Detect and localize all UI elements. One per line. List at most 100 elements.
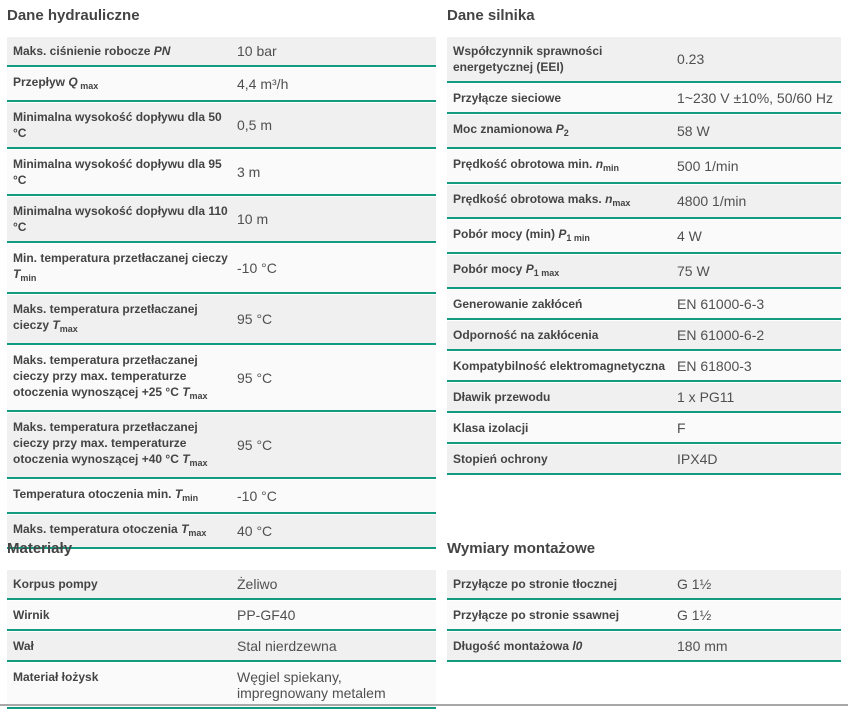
row-label: Przyłącze po stronie ssawnej: [447, 601, 669, 629]
row-label: Dławik przewodu: [447, 383, 669, 411]
label-text: Maks. temperatura otoczenia: [13, 522, 182, 536]
section-mounting-dimensions: Wymiary montażowe Przyłącze po stronie tł…: [447, 539, 841, 663]
label-text: Maks. temperatura przetłaczanej cieczy: [13, 302, 198, 332]
label-text: Maks. ciśnienie robocze: [13, 44, 154, 58]
row-value: 0,5 m: [237, 117, 273, 133]
label-symbol: n: [595, 157, 604, 171]
section-title: Dane silnika: [447, 7, 535, 24]
row-label: Moc znamionowa P2: [447, 115, 669, 147]
table-row: Przepływ Q max 4,4 m³/h: [7, 68, 436, 102]
section-title: Wymiary montażowe: [447, 540, 596, 557]
row-label: Materiał łożysk: [7, 663, 229, 707]
row-value: 500 1/min: [677, 158, 739, 174]
row-label: Wirnik: [7, 601, 229, 629]
table-row: Temperatura otoczenia min. Tmin -10 °C: [7, 480, 436, 514]
table-row: Generowanie zakłóceń EN 61000-6-3: [447, 290, 841, 320]
row-label: Min. temperatura przetłaczanej cieczy Tm…: [7, 244, 229, 292]
section-motor-data: Dane silnika Współczynnik sprawności ener…: [447, 6, 841, 476]
row-value: 180 mm: [677, 638, 728, 654]
table-row: Minimalna wysokość dopływu dla 95 °C 3 m: [7, 150, 436, 196]
table-row: Maks. temperatura przetłaczanej cieczy T…: [7, 295, 436, 345]
row-value: EN 61000-6-2: [677, 327, 765, 343]
table-row: Stopień ochrony IPX4D: [447, 445, 841, 475]
row-value: 0.23: [677, 51, 705, 67]
row-label: Stopień ochrony: [447, 445, 669, 473]
row-value: 4 W: [677, 228, 702, 244]
table-row: Przyłącze sieciowe 1~230 V ±10%, 50/60 Hz: [447, 84, 841, 114]
label-text: Dławik przewodu: [453, 390, 551, 404]
label-symbol: l0: [572, 639, 583, 653]
row-label: Kompatybilność elektromagnetyczna: [447, 352, 669, 380]
table-row: Moc znamionowa P2 58 W: [447, 115, 841, 149]
row-value: 1 x PG11: [677, 389, 735, 405]
label-text: Temperatura otoczenia min.: [13, 487, 175, 501]
table-row: Kompatybilność elektromagnetyczna EN 6180…: [447, 352, 841, 382]
row-label: Przyłącze sieciowe: [447, 84, 669, 112]
label-symbol: T: [174, 487, 183, 501]
row-label: Klasa izolacji: [447, 414, 669, 442]
table-row: Minimalna wysokość dopływu dla 110 °C 10 …: [7, 197, 436, 243]
table-row: Prędkość obrotowa min. nmin 500 1/min: [447, 150, 841, 184]
label-symbol: PN: [153, 44, 171, 58]
label-text: Wirnik: [13, 608, 50, 622]
label-text: Przepływ: [13, 75, 69, 89]
label-subscript: max: [189, 458, 208, 468]
label-text: Przyłącze po stronie ssawnej: [453, 608, 620, 622]
row-value: PP-GF40: [237, 607, 296, 623]
table-row: Prędkość obrotowa maks. nmax 4800 1/min: [447, 185, 841, 219]
label-symbol: T: [182, 452, 190, 466]
label-text: Minimalna wysokość dopływu dla 50 °C: [13, 110, 222, 140]
label-symbol: T: [181, 522, 189, 536]
table-row: Pobór mocy P1 max 75 W: [447, 255, 841, 289]
divider: [0, 704, 848, 706]
section-materials: Materiały Korpus pompy Żeliwo Wirnik PP-GF40…: [7, 539, 436, 710]
section-title: Materiały: [7, 540, 73, 557]
label-subscript: max: [612, 198, 631, 208]
label-text: Maks. temperatura przetłaczanej cieczy p…: [13, 353, 198, 399]
label-subscript: 2: [563, 128, 569, 138]
label-text: Kompatybilność elektromagnetyczna: [453, 359, 666, 373]
row-label: Minimalna wysokość dopływu dla 95 °C: [7, 150, 229, 194]
row-value: 95 °C: [237, 370, 273, 386]
row-label: Współczynnik sprawności energetycznej (E…: [447, 37, 669, 81]
label-text: Przyłącze po stronie tłocznej: [453, 577, 618, 591]
row-label: Maks. temperatura otoczenia Tmax: [7, 515, 229, 547]
row-value: 95 °C: [237, 311, 273, 327]
label-text: Odporność na zakłócenia: [453, 328, 599, 342]
row-value: 1~230 V ±10%, 50/60 Hz: [677, 90, 833, 106]
row-label: Długość montażowa l0: [447, 632, 669, 660]
label-subscript: max: [77, 81, 99, 91]
label-text: Maks. temperatura przetłaczanej cieczy p…: [13, 420, 198, 466]
row-label: Przepływ Q max: [7, 68, 229, 100]
label-text: Stopień ochrony: [453, 452, 548, 466]
table-row: Minimalna wysokość dopływu dla 50 °C 0,5 …: [7, 103, 436, 149]
table-row: Klasa izolacji F: [447, 414, 841, 444]
row-value: 95 °C: [237, 437, 273, 453]
row-label: Pobór mocy (min) P1 min: [447, 220, 669, 252]
label-subscript: max: [59, 324, 78, 334]
label-subscript: 1 min: [566, 233, 590, 243]
table-row: Maks. temperatura przetłaczanej cieczy p…: [7, 413, 436, 479]
label-text: Wał: [13, 639, 34, 653]
row-value: 10 m: [237, 211, 269, 227]
row-label: Maks. ciśnienie robocze PN: [7, 37, 229, 65]
row-label: Korpus pompy: [7, 570, 229, 598]
label-symbol: n: [605, 192, 613, 206]
table-row: Przyłącze po stronie ssawnej G 1½: [447, 601, 841, 631]
table-row: Przyłącze po stronie tłocznej G 1½: [447, 570, 841, 600]
label-text: Pobór mocy (min): [453, 227, 559, 241]
label-symbol: T: [13, 267, 21, 281]
row-value: -10 °C: [237, 488, 277, 504]
table-row: Maks. ciśnienie robocze PN 10 bar: [7, 37, 436, 67]
row-value: 3 m: [237, 164, 261, 180]
label-text: Moc znamionowa: [453, 122, 556, 136]
table-row: Maks. temperatura otoczenia Tmax 40 °C: [7, 515, 436, 549]
row-label: Temperatura otoczenia min. Tmin: [7, 480, 229, 512]
row-value: 4,4 m³/h: [237, 76, 289, 92]
label-subscript: min: [603, 163, 620, 173]
label-symbol: Q: [68, 75, 78, 89]
row-value: F: [677, 420, 686, 436]
label-text: Prędkość obrotowa maks.: [453, 192, 606, 206]
row-value: Węgiel spiekany, impregnowany metalem: [237, 669, 386, 701]
label-symbol: P: [555, 122, 564, 136]
